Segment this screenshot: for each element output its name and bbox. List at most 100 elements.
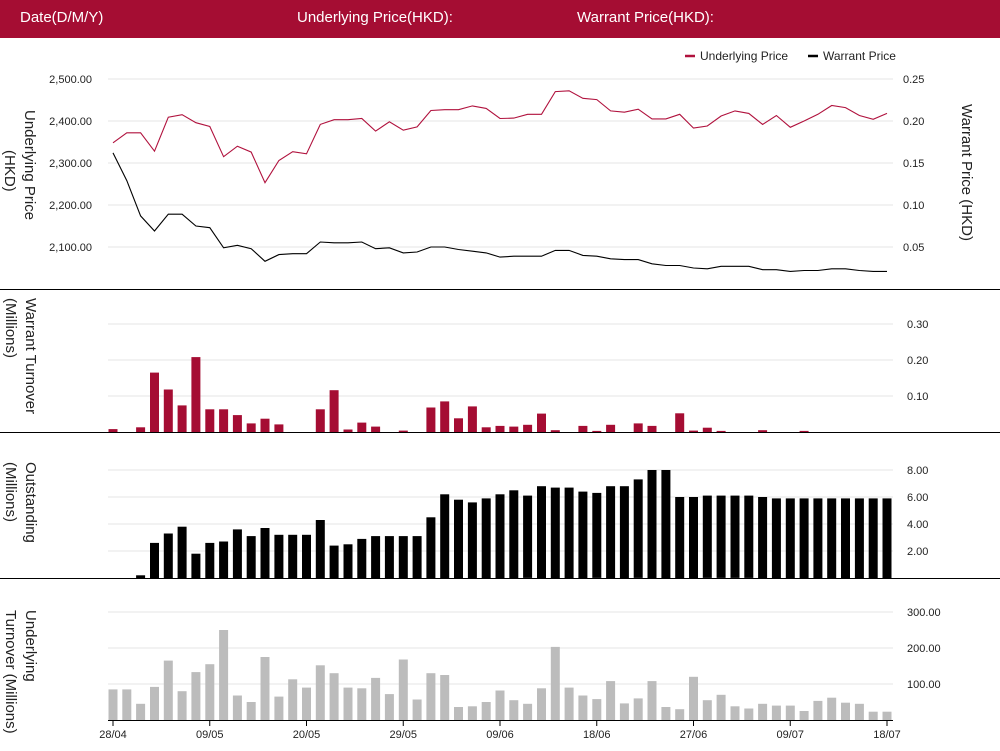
left-axis-title-line1: Underlying Price [21, 110, 38, 220]
warrant-price-line [112, 152, 887, 272]
bar [578, 425, 588, 432]
bar [854, 498, 864, 579]
x-tick-label: 29/05 [389, 729, 417, 741]
bar-axis-tick: 6.00 [907, 492, 928, 504]
bar [606, 424, 616, 432]
bar [882, 498, 892, 579]
bar [606, 681, 616, 720]
bar [246, 702, 256, 720]
bar [205, 409, 215, 432]
bar [550, 646, 560, 720]
bar [467, 406, 477, 432]
bar-axis-tick: 200.00 [907, 643, 941, 655]
bar [302, 534, 311, 578]
bar [163, 389, 173, 432]
underlying-price-line [112, 90, 888, 184]
bar [163, 533, 173, 578]
bar [232, 415, 242, 432]
bar [730, 495, 740, 578]
bar [357, 538, 367, 578]
bar [150, 686, 159, 720]
bar [619, 486, 629, 578]
bar [108, 429, 118, 432]
bar [868, 498, 878, 579]
bar [371, 426, 381, 432]
bar [440, 494, 450, 578]
bar [799, 430, 809, 432]
bar [606, 486, 616, 578]
bar [509, 490, 519, 579]
bar [537, 688, 546, 720]
bar [509, 426, 519, 432]
x-tick-label: 20/05 [293, 729, 321, 741]
bar [841, 498, 850, 579]
bar-axis-title-line1: Warrant Turnover [22, 298, 39, 414]
bar [633, 423, 643, 432]
bar [619, 703, 629, 720]
right-axis-title: Warrant Price (HKD) [958, 104, 975, 241]
bar [191, 672, 201, 720]
bar [219, 409, 229, 432]
bar [661, 707, 671, 720]
bar [122, 689, 132, 720]
bar-axis-tick: 0.10 [907, 391, 928, 403]
bar [813, 700, 823, 720]
bar-axis-tick: 0.20 [907, 355, 928, 367]
warrant-price-label: Warrant Price(HKD): [577, 9, 714, 26]
x-tick-label: 18/07 [873, 729, 901, 741]
bar [827, 498, 837, 579]
bar [523, 424, 533, 432]
bar [163, 660, 173, 720]
bar [675, 709, 685, 720]
bar [454, 418, 463, 432]
bar-axis-title-line2: (Millions) [2, 462, 19, 522]
bar [523, 703, 533, 720]
bar [647, 470, 657, 578]
bar [495, 425, 505, 432]
bar [758, 703, 768, 720]
legend-underlying-label: Underlying Price [700, 49, 788, 63]
bar [592, 699, 602, 720]
bar [150, 372, 159, 432]
bar-axis-title-line2: Turnover (Millions) [2, 610, 19, 734]
bar [343, 544, 353, 579]
bar [578, 491, 588, 578]
bar-axis-tick: 100.00 [907, 679, 941, 691]
bar [689, 497, 698, 578]
header-bar: Date(D/M/Y) Underlying Price(HKD): Warra… [0, 0, 1000, 38]
bar [288, 534, 298, 578]
bar [827, 697, 837, 720]
bar [550, 430, 560, 432]
bar-axis-title-line2: (Millions) [2, 298, 19, 358]
bar [357, 688, 367, 720]
bar [716, 495, 726, 578]
bar [578, 695, 588, 720]
bar [398, 659, 408, 720]
bar [274, 424, 284, 432]
bar [564, 487, 574, 579]
bar [550, 487, 560, 579]
bar [315, 665, 325, 720]
bar [398, 430, 408, 432]
bar [246, 423, 256, 432]
bar [592, 430, 602, 432]
bar [716, 694, 726, 720]
bar [384, 694, 394, 720]
right-axis-tick: 0.20 [903, 116, 924, 128]
bar [177, 526, 187, 578]
bar [758, 497, 768, 578]
underlying-price-label: Underlying Price(HKD): [297, 9, 453, 26]
bar [495, 690, 505, 720]
bar [315, 409, 325, 432]
bar [537, 486, 546, 578]
bar [481, 427, 491, 432]
bar [744, 708, 754, 720]
bar [799, 711, 809, 720]
bar [675, 497, 685, 578]
bar-axis-tick: 0.30 [907, 319, 928, 331]
bar-axis-title-line1: Underlying [22, 610, 39, 682]
bar [744, 495, 754, 578]
bar [771, 498, 781, 579]
bar [329, 390, 339, 432]
